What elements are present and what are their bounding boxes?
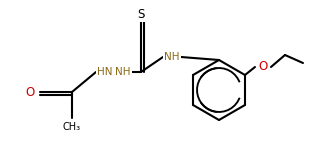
Text: HN: HN — [97, 67, 113, 77]
Text: NH: NH — [115, 67, 131, 77]
Text: O: O — [258, 60, 267, 74]
Text: S: S — [137, 9, 145, 21]
Text: NH: NH — [164, 52, 180, 62]
Text: CH₃: CH₃ — [63, 122, 81, 132]
Text: O: O — [26, 87, 35, 99]
